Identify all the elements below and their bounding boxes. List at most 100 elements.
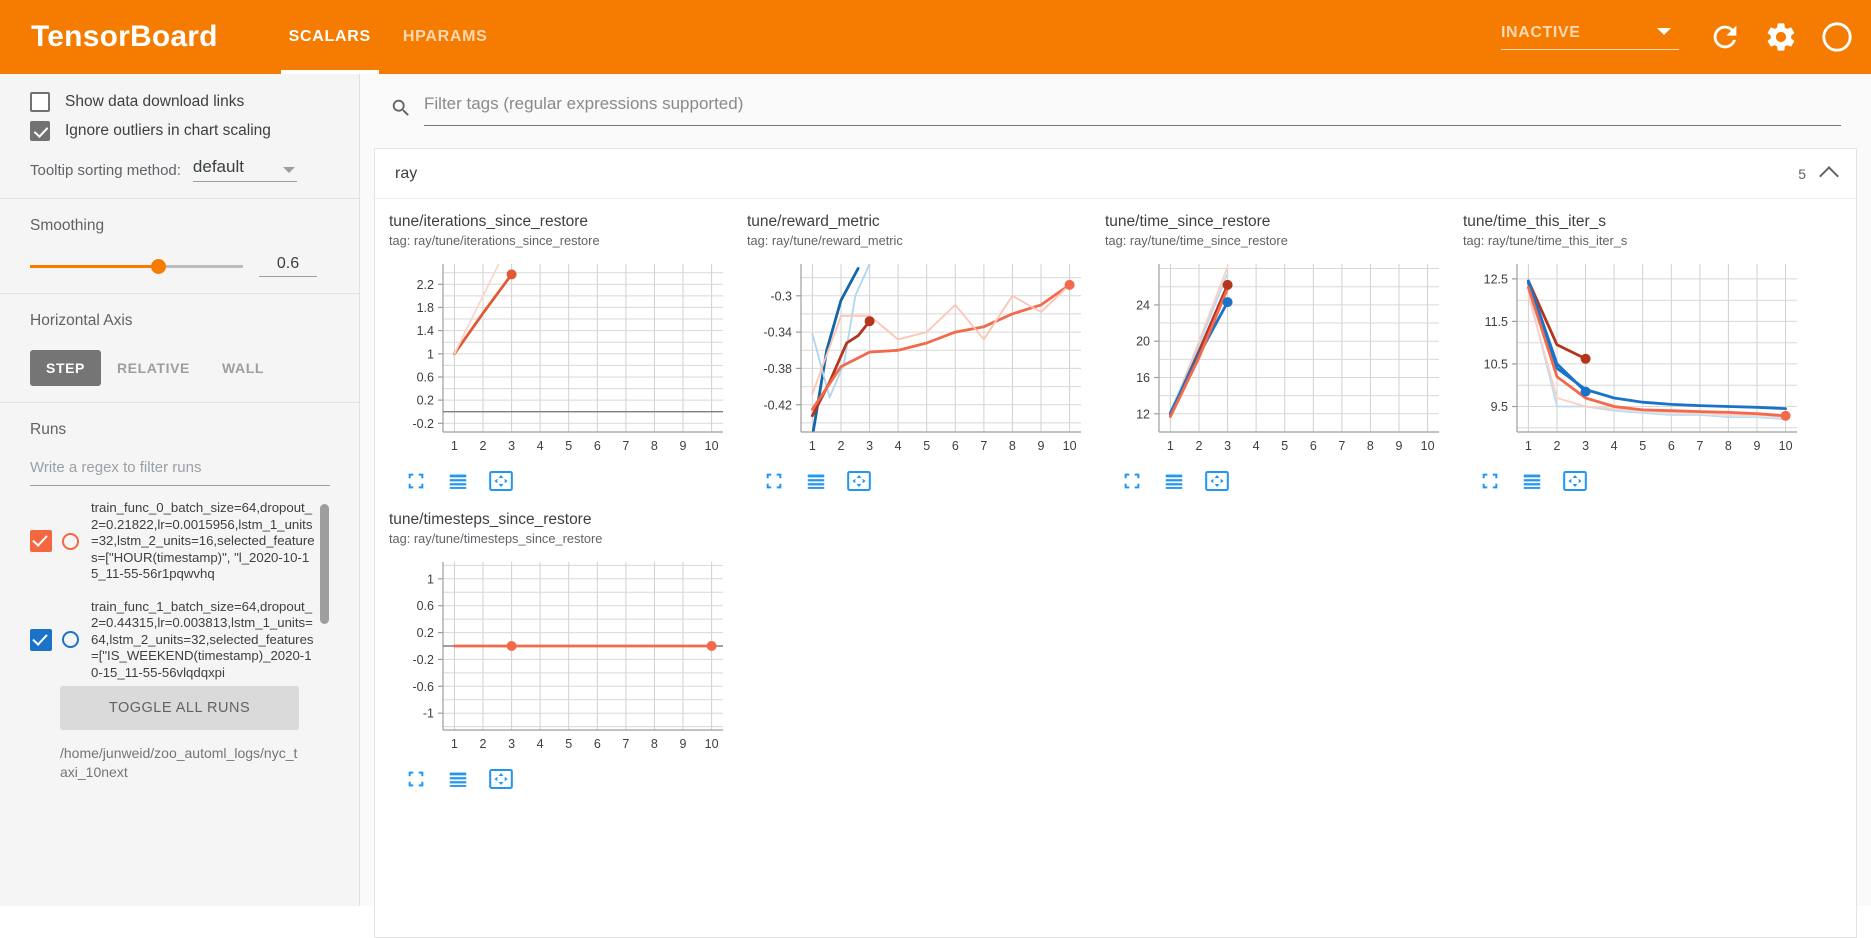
- expand-chart-icon[interactable]: [1121, 470, 1143, 497]
- tag-filter-bar: Filter tags (regular expressions support…: [360, 74, 1871, 126]
- data-table-icon[interactable]: [1521, 470, 1543, 497]
- chart-card: tune/time_since_restore tag: ray/tune/tim…: [1105, 213, 1447, 497]
- chart-actions: [389, 470, 731, 497]
- tab-scalars[interactable]: SCALARS: [273, 0, 387, 74]
- expand-chart-icon[interactable]: [405, 768, 427, 795]
- svg-text:20: 20: [1136, 335, 1150, 349]
- tag-filter-input[interactable]: Filter tags (regular expressions support…: [424, 94, 1841, 126]
- smoothing-slider-knob[interactable]: [150, 258, 166, 274]
- runs-list-scrollbar[interactable]: [320, 504, 329, 624]
- tooltip-sorting-value: default: [192, 157, 244, 176]
- svg-text:8: 8: [651, 439, 658, 453]
- option-show-download-links[interactable]: Show data download links: [30, 92, 329, 112]
- svg-text:1: 1: [1167, 439, 1174, 453]
- runs-list[interactable]: train_func_0_batch_size=64,dropout_2=0.2…: [30, 500, 329, 680]
- chart-plot[interactable]: -0.3 -0.34 -0.38 -0.42 1 2 3 4 5 6 7 8 9 10: [747, 256, 1089, 462]
- chart-title: tune/iterations_since_restore: [389, 213, 589, 230]
- checkbox-show-download-links[interactable]: [30, 92, 50, 112]
- axis-option-step[interactable]: STEP: [30, 350, 101, 386]
- svg-text:7: 7: [1338, 439, 1345, 453]
- svg-text:9: 9: [680, 737, 687, 751]
- tooltip-sorting-label: Tooltip sorting method:: [30, 162, 181, 179]
- chart-card: tune/timesteps_since_restore tag: ray/tun…: [389, 511, 731, 795]
- option-ignore-outliers[interactable]: Ignore outliers in chart scaling: [30, 121, 329, 141]
- svg-text:-0.42: -0.42: [764, 398, 793, 412]
- fit-domain-icon[interactable]: [1205, 470, 1229, 497]
- run-color-dot[interactable]: [62, 532, 79, 550]
- chart-plot[interactable]: 24 20 16 12 1 2 3 4 5 6 7 8 9 10: [1105, 256, 1447, 462]
- axis-option-wall[interactable]: WALL: [221, 360, 265, 376]
- run-list-item[interactable]: train_func_1_batch_size=64,dropout_2=0.4…: [30, 599, 315, 681]
- svg-text:3: 3: [1224, 439, 1231, 453]
- axis-option-relative[interactable]: RELATIVE: [116, 360, 190, 376]
- svg-text:10: 10: [705, 439, 719, 453]
- svg-text:7: 7: [980, 439, 987, 453]
- runs-status-dropdown[interactable]: INACTIVE: [1501, 24, 1679, 50]
- data-table-icon[interactable]: [447, 768, 469, 795]
- app-header: TensorBoard SCALARS HPARAMS INACTIVE: [0, 0, 1871, 74]
- chevron-up-icon[interactable]: [1819, 166, 1839, 186]
- chart-tag: tag: ray/tune/time_since_restore: [1105, 233, 1288, 248]
- svg-text:10: 10: [1779, 439, 1793, 453]
- chart-title: tune/time_since_restore: [1105, 213, 1271, 230]
- chart-plot[interactable]: 12.5 11.5 10.5 9.5 1 2 3 4 5 6 7 8 9 10: [1463, 256, 1805, 462]
- svg-text:0.6: 0.6: [417, 599, 434, 613]
- smoothing-slider[interactable]: [30, 258, 243, 274]
- run-checkbox[interactable]: [30, 628, 52, 651]
- chart-plot[interactable]: 2.2 1.8 1.4 1 0.6 0.2 -0.2 1 2 3 4 5 6 7 8 9 10: [389, 256, 731, 462]
- svg-text:9: 9: [680, 439, 687, 453]
- checkbox-ignore-outliers[interactable]: [30, 121, 50, 141]
- run-color-dot[interactable]: [62, 631, 79, 649]
- tag-group-card: ray 5 tune/iterations_since_restore tag: …: [374, 148, 1857, 938]
- svg-text:-0.38: -0.38: [764, 362, 793, 376]
- help-circle-icon[interactable]: [1820, 20, 1854, 54]
- fit-domain-icon[interactable]: [489, 470, 513, 497]
- svg-text:10.5: 10.5: [1484, 357, 1508, 371]
- label-show-download-links: Show data download links: [65, 93, 245, 110]
- expand-chart-icon[interactable]: [405, 470, 427, 497]
- charts-grid: tune/iterations_since_restore tag: ray/tu…: [375, 199, 1856, 809]
- expand-chart-icon[interactable]: [1479, 470, 1501, 497]
- run-checkbox[interactable]: [30, 530, 52, 553]
- svg-text:5: 5: [1281, 439, 1288, 453]
- tooltip-sorting-select[interactable]: default: [192, 157, 297, 182]
- runs-filter-input[interactable]: Write a regex to filter runs: [30, 451, 330, 486]
- run-name: train_func_0_batch_size=64,dropout_2=0.2…: [91, 500, 315, 581]
- svg-text:6: 6: [594, 737, 601, 751]
- smoothing-value-input[interactable]: 0.6: [259, 255, 317, 277]
- svg-text:1.4: 1.4: [417, 324, 434, 338]
- chart-actions: [389, 768, 731, 795]
- refresh-icon[interactable]: [1708, 20, 1742, 54]
- label-ignore-outliers: Ignore outliers in chart scaling: [65, 122, 271, 139]
- tab-hparams[interactable]: HPARAMS: [402, 28, 488, 45]
- svg-text:11.5: 11.5: [1485, 315, 1508, 329]
- toggle-all-runs-button[interactable]: TOGGLE ALL RUNS: [60, 686, 299, 730]
- svg-text:2: 2: [838, 439, 845, 453]
- data-table-icon[interactable]: [805, 470, 827, 497]
- svg-text:8: 8: [1367, 439, 1374, 453]
- svg-text:16: 16: [1136, 371, 1150, 385]
- svg-text:10: 10: [705, 737, 719, 751]
- svg-text:10: 10: [1421, 439, 1435, 453]
- horizontal-axis-section: Horizontal Axis STEP RELATIVE WALL: [0, 294, 359, 403]
- svg-text:2: 2: [1196, 439, 1203, 453]
- svg-text:1: 1: [427, 347, 434, 361]
- run-list-item[interactable]: train_func_0_batch_size=64,dropout_2=0.2…: [30, 500, 315, 583]
- svg-text:-0.6: -0.6: [412, 680, 434, 694]
- svg-text:5: 5: [923, 439, 930, 453]
- fit-domain-icon[interactable]: [489, 768, 513, 795]
- fit-domain-icon[interactable]: [847, 470, 871, 497]
- tag-group-header[interactable]: ray 5: [375, 149, 1856, 199]
- data-table-icon[interactable]: [447, 470, 469, 497]
- svg-text:0.2: 0.2: [417, 394, 434, 408]
- svg-text:7: 7: [1696, 439, 1703, 453]
- chart-plot[interactable]: 1 0.6 0.2 -0.2 -0.6 -1 1 2 3 4 5 6 7 8 9 10: [389, 554, 731, 760]
- chart-title: tune/time_this_iter_s: [1463, 213, 1607, 230]
- smoothing-section: Smoothing 0.6: [0, 199, 359, 294]
- expand-chart-icon[interactable]: [763, 470, 785, 497]
- svg-text:6: 6: [594, 439, 601, 453]
- settings-gear-icon[interactable]: [1764, 20, 1798, 54]
- data-table-icon[interactable]: [1163, 470, 1185, 497]
- fit-domain-icon[interactable]: [1563, 470, 1587, 497]
- svg-text:-0.2: -0.2: [412, 653, 434, 667]
